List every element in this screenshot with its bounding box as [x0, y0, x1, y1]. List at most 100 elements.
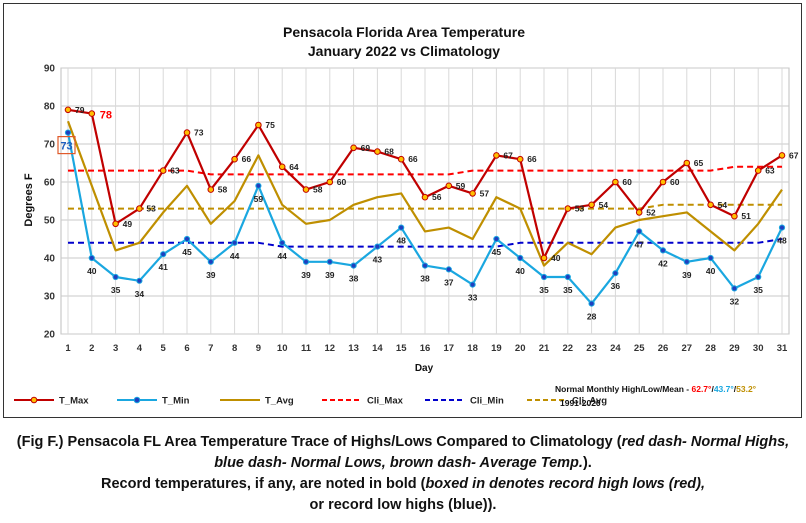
figure-caption: (Fig F.) Pensacola FL Area Temperature T… — [0, 432, 806, 516]
point-t-min — [588, 300, 595, 307]
point-t-min — [659, 247, 667, 254]
data-label-t-max: 53 — [146, 204, 156, 214]
point-t-max — [207, 186, 215, 193]
point-t-max — [350, 144, 357, 152]
x-tick-label: 29 — [729, 343, 740, 354]
data-label-t-min: 43 — [373, 255, 383, 265]
normals-note: Normal Monthly High/Low/Mean - 62.7°/43.… — [555, 384, 757, 408]
record-box — [57, 136, 76, 155]
point-t-max — [374, 148, 381, 155]
data-label-t-min: 38 — [420, 274, 430, 284]
data-label-t-min: 47 — [634, 239, 644, 249]
data-label-t-max: 66 — [527, 154, 537, 164]
point-t-min — [88, 254, 95, 262]
point-t-max — [635, 209, 643, 216]
normals-note-prefix: Normal Monthly High/Low/Mean - — [555, 384, 691, 394]
chart-frame: Pensacola Florida Area Temperature Janua… — [3, 3, 802, 418]
point-t-min — [350, 262, 357, 269]
svg-text:Normal Monthly High/Low/Mean -: Normal Monthly High/Low/Mean - 62.7°/43.… — [555, 384, 757, 394]
point-t-min — [778, 224, 786, 231]
point-t-max — [255, 121, 262, 129]
point-t-max — [88, 110, 96, 117]
data-label-t-min: 35 — [539, 285, 549, 295]
data-label-t-min: 44 — [230, 251, 240, 261]
x-tick-label: 4 — [137, 343, 143, 354]
normals-mean: 53.2° — [736, 384, 757, 394]
point-t-max — [778, 152, 786, 159]
point-t-min — [160, 251, 167, 258]
point-t-max — [278, 163, 286, 171]
data-label-t-min: 48 — [396, 236, 406, 246]
point-t-max — [469, 190, 476, 197]
data-label-t-min: 33 — [468, 293, 478, 303]
data-label-t-max: 56 — [432, 192, 442, 202]
x-tick-label: 27 — [682, 343, 693, 354]
point-t-max — [112, 220, 119, 228]
x-tick-label: 25 — [634, 343, 645, 354]
data-label-t-max: 53 — [575, 204, 585, 214]
legend-marker-t-min — [133, 396, 141, 404]
normals-period: 1991-2020 — [560, 398, 601, 408]
data-label-t-min: 44 — [277, 251, 287, 261]
data-label-t-max: 52 — [646, 207, 656, 217]
legend-label-t-min: T_Min — [162, 396, 190, 407]
point-t-min — [326, 258, 333, 265]
data-label-t-max: 59 — [456, 181, 466, 191]
x-tick-label: 30 — [753, 343, 764, 354]
data-label-t-max: 69 — [361, 143, 371, 153]
x-tick-label: 2 — [89, 343, 94, 354]
point-t-min — [540, 273, 548, 281]
point-t-min — [517, 254, 524, 262]
point-t-max — [397, 155, 405, 163]
x-tick-label: 17 — [444, 343, 455, 354]
point-t-min — [374, 243, 381, 250]
data-label-t-min: 59 — [254, 194, 264, 204]
data-label-t-min: 40 — [706, 266, 716, 276]
data-label-t-min: 39 — [206, 270, 216, 280]
data-label-t-max: 40 — [551, 253, 561, 263]
point-t-max — [707, 201, 714, 209]
y-tick-label: 60 — [44, 178, 56, 189]
data-label-t-max: 63 — [170, 166, 180, 176]
data-label-t-max: 64 — [289, 162, 299, 172]
point-t-min — [564, 273, 571, 281]
caption-text-3: or record low highs (blue)). — [309, 497, 497, 513]
x-tick-label: 20 — [515, 343, 526, 354]
record-label: 78 — [100, 110, 112, 122]
data-label-t-min: 28 — [587, 312, 597, 322]
data-label-t-min: 34 — [135, 289, 145, 299]
x-tick-label: 9 — [256, 343, 261, 354]
point-t-max — [302, 186, 310, 193]
point-t-min — [207, 258, 214, 265]
caption-text-1b: ). — [582, 455, 592, 471]
normals-high: 62.7° — [691, 384, 712, 394]
point-t-max — [326, 178, 334, 186]
point-t-max — [493, 152, 500, 159]
normals-sep-1: / — [711, 384, 714, 394]
legend-label-t-max: T_Max — [59, 396, 89, 407]
point-t-max — [159, 167, 167, 174]
data-label-t-max: 58 — [313, 185, 323, 195]
record-label: 73 — [60, 141, 72, 153]
point-t-min — [612, 270, 619, 277]
point-t-min — [64, 129, 72, 136]
series-line-cli-avg — [68, 203, 782, 210]
caption-line-3: or record low highs (blue)). — [0, 495, 806, 516]
y-tick-label: 50 — [44, 216, 56, 227]
data-label-t-min: 36 — [611, 281, 621, 291]
point-t-min — [302, 258, 310, 265]
point-t-max — [183, 129, 191, 136]
data-label-t-max: 75 — [265, 120, 275, 130]
point-t-min — [398, 224, 405, 231]
x-tick-label: 28 — [705, 343, 716, 354]
y-tick-label: 40 — [44, 254, 56, 265]
point-t-max — [588, 201, 595, 209]
x-axis-label: Day — [415, 363, 434, 374]
chart-title: Pensacola Florida Area Temperature — [283, 24, 525, 40]
x-tick-label: 13 — [348, 343, 359, 354]
point-t-max — [683, 159, 691, 167]
data-label-t-max: 60 — [622, 177, 632, 187]
y-tick-label: 80 — [44, 102, 56, 113]
point-t-min — [136, 277, 143, 284]
point-t-max — [516, 155, 524, 163]
